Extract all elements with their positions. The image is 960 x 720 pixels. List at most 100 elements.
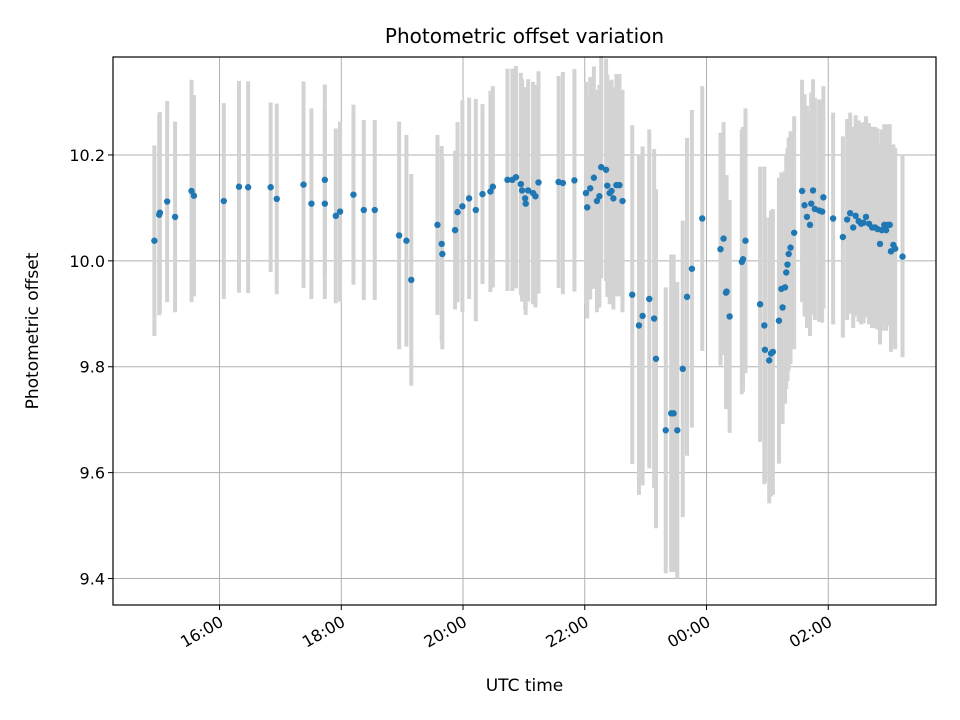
data-point [892,245,899,252]
error-bars [152,55,905,579]
data-point [784,261,791,268]
data-point [608,187,615,195]
data-point [639,312,646,320]
data-point [699,215,706,222]
data-point [408,276,415,284]
data-point [321,200,329,207]
data-point [532,193,539,200]
data-point [439,250,446,258]
data-point [886,221,893,229]
data-point [899,253,906,260]
data-point [882,226,890,234]
y-tick-label: 9.8 [80,358,105,377]
data-point [876,240,884,248]
chart-title: Photometric offset variation [385,24,664,48]
data-point [434,221,441,229]
x-tick-label: 20:00 [421,612,470,652]
y-tick-label: 9.4 [80,570,105,589]
data-point [683,293,691,301]
data-point [806,221,814,229]
data-point [619,197,626,205]
data-point [522,200,529,207]
data-point [688,265,696,272]
data-point [454,208,461,216]
data-point [597,163,605,171]
data-point [775,317,783,324]
data-point [742,237,749,244]
data-point [273,195,280,203]
y-tick-label: 10.2 [69,146,105,165]
data-point [650,315,658,322]
data-point [504,176,511,184]
data-point [156,209,164,216]
data-point [590,174,598,181]
data-point [559,179,567,187]
y-tick-label: 9.6 [80,464,105,483]
data-point [371,206,378,214]
data-point [818,208,826,215]
data-point [524,187,532,194]
data-point [717,245,724,253]
data-point [787,244,794,251]
data-point [674,427,681,434]
data-point [803,213,811,221]
x-tick-label: 18:00 [299,612,348,652]
plot-frame [112,56,937,606]
x-axis-title: UTC time [486,676,564,696]
data-point [766,357,773,364]
data-point [235,183,243,190]
data-point [360,206,367,214]
data-point [785,250,792,258]
data-point [801,202,808,209]
y-axis-ticks: 9.4 9.6 9.8 10.0 10.2 [69,146,113,589]
data-point [521,195,529,202]
x-tick-label: 22:00 [542,612,591,652]
data-point [798,187,806,195]
data-point [489,183,497,190]
data-point [726,313,733,320]
data-point [652,355,660,362]
data-point [610,195,617,202]
data-point [756,301,764,308]
data-point [350,191,357,198]
data-point [438,240,445,248]
data-point [321,176,329,184]
data-point [163,198,171,205]
data-point [395,232,403,239]
data-point [790,229,798,236]
data-point [583,204,591,211]
data-point [769,348,777,356]
data-point [465,195,473,202]
data-point [593,197,601,205]
data-point [809,187,817,194]
data-point [596,193,603,200]
x-axis-ticks: 16:00 18:00 20:00 22:00 00:00 02:00 [177,605,835,652]
data-point [616,181,623,189]
data-point [635,322,643,329]
data-point [220,197,227,205]
data-point [459,203,466,210]
data-point [171,213,179,221]
data-point [587,185,594,192]
data-point [679,365,686,373]
data-point [662,427,669,434]
data-point [451,226,459,234]
data-point [332,212,339,220]
data-point [808,200,815,207]
y-tick-label: 10.0 [69,252,105,271]
data-point [852,212,859,220]
data-point [670,410,677,417]
x-tick-label: 02:00 [786,612,835,652]
data-point [850,224,857,231]
data-point [188,187,195,195]
data-point [860,219,867,226]
data-point [512,173,520,181]
data-point [781,284,789,291]
data-point [151,237,158,244]
data-points [151,163,906,434]
data-point [190,192,198,199]
data-point [582,189,590,197]
data-point [244,184,252,191]
data-point [267,184,274,191]
